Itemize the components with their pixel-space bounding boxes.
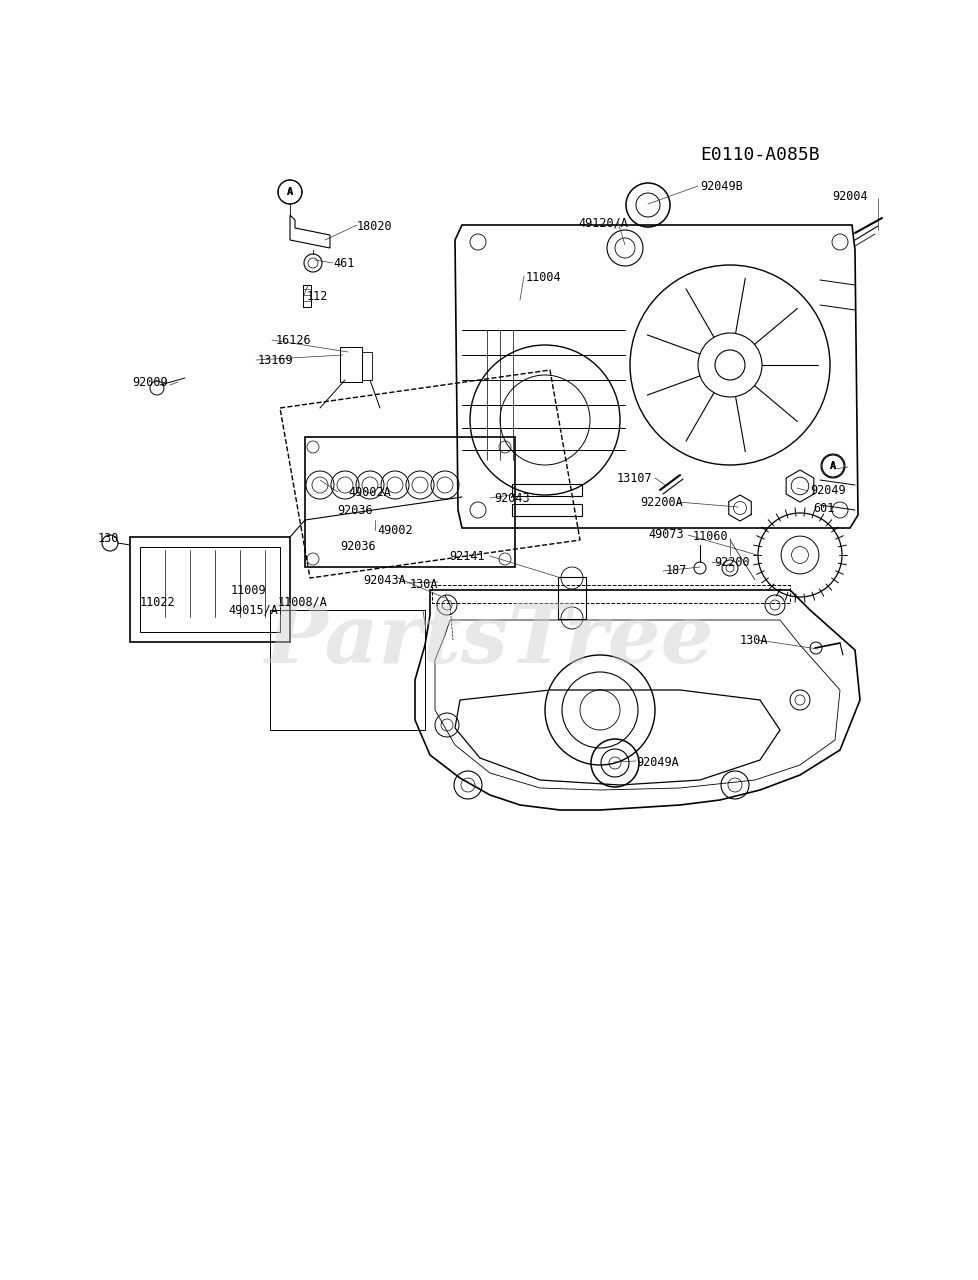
Text: A: A xyxy=(287,187,292,197)
Bar xyxy=(431,585,789,603)
Text: 92043: 92043 xyxy=(494,493,529,506)
Text: 92141: 92141 xyxy=(449,550,484,563)
Bar xyxy=(270,611,424,730)
Text: E0110-A085B: E0110-A085B xyxy=(699,146,819,164)
Text: 13169: 13169 xyxy=(258,353,293,366)
Bar xyxy=(511,484,581,495)
Text: 92004: 92004 xyxy=(831,189,867,202)
Text: 92009: 92009 xyxy=(132,375,167,389)
Text: 92049B: 92049B xyxy=(699,179,742,192)
Text: PartsTree: PartsTree xyxy=(265,600,714,680)
Bar xyxy=(302,285,311,307)
Text: 11009: 11009 xyxy=(231,584,266,596)
Text: 11022: 11022 xyxy=(140,595,175,608)
Text: 601: 601 xyxy=(812,502,833,515)
Bar xyxy=(511,504,581,516)
Text: 92049A: 92049A xyxy=(636,755,678,768)
Text: 112: 112 xyxy=(307,289,328,302)
Text: 49120/A: 49120/A xyxy=(577,216,627,229)
Text: 130A: 130A xyxy=(739,635,768,648)
Text: 13107: 13107 xyxy=(616,472,652,485)
Text: 92049: 92049 xyxy=(809,485,845,498)
Text: 130: 130 xyxy=(98,531,119,544)
Text: 16126: 16126 xyxy=(276,334,311,347)
Text: 187: 187 xyxy=(665,564,687,577)
Text: A: A xyxy=(287,187,292,197)
Text: 92200: 92200 xyxy=(713,556,749,568)
Text: 92036: 92036 xyxy=(339,540,376,553)
Text: 49073: 49073 xyxy=(647,529,683,541)
Text: 18020: 18020 xyxy=(357,219,392,233)
Text: 92200A: 92200A xyxy=(640,495,682,508)
Bar xyxy=(130,538,289,643)
Text: A: A xyxy=(829,461,835,471)
Text: A: A xyxy=(829,461,835,471)
Bar xyxy=(305,436,514,567)
Text: 11008/A: 11008/A xyxy=(278,595,328,608)
Text: 49015/A: 49015/A xyxy=(228,603,278,617)
Text: 49002A: 49002A xyxy=(347,485,390,498)
Bar xyxy=(339,347,362,381)
Text: 92043A: 92043A xyxy=(363,573,405,586)
Text: 11004: 11004 xyxy=(525,270,561,283)
Text: 49002: 49002 xyxy=(377,524,412,536)
Text: 11060: 11060 xyxy=(692,530,728,544)
Text: 461: 461 xyxy=(333,256,354,270)
Text: 92036: 92036 xyxy=(336,503,373,517)
Bar xyxy=(140,547,280,632)
Text: 130A: 130A xyxy=(410,577,438,590)
Bar xyxy=(362,352,372,380)
Bar xyxy=(557,577,586,620)
